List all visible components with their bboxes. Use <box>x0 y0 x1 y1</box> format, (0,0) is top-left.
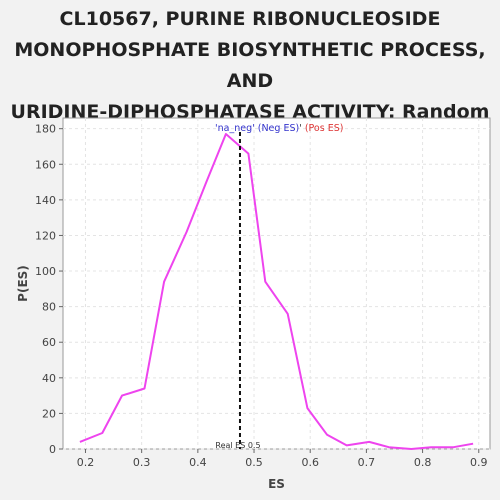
x-tick-label: 0.9 <box>470 456 488 469</box>
y-tick-label: 120 <box>35 229 56 242</box>
y-tick-label: 100 <box>35 265 56 278</box>
x-tick-label: 0.6 <box>301 456 319 469</box>
x-tick-label: 0.4 <box>189 456 207 469</box>
series-line <box>79 133 474 450</box>
legend-entry: (Pos ES) <box>302 123 344 134</box>
y-tick-label: 40 <box>42 372 56 385</box>
y-tick-label: 140 <box>35 194 56 207</box>
x-axis-title: ES <box>268 477 285 491</box>
x-tick-label: 0.8 <box>414 456 432 469</box>
legend-entry: ' <box>299 123 302 134</box>
y-tick-label: 180 <box>35 123 56 136</box>
y-tick-label: 80 <box>42 301 56 314</box>
x-tick-label: 0.3 <box>133 456 151 469</box>
y-tick-label: 160 <box>35 158 56 171</box>
y-tick-label: 0 <box>49 443 56 456</box>
chart-title-line: CL10567, PURINE RIBONUCLEOSIDE <box>59 8 441 30</box>
x-tick-label: 0.2 <box>77 456 95 469</box>
legend: 'na_neg' (Neg ES)' (Pos ES) <box>215 123 343 134</box>
x-tick-label: 0.7 <box>358 456 376 469</box>
plot-area <box>62 117 491 450</box>
legend-entry: 'na_neg' (Neg ES) <box>215 123 299 134</box>
real-es-label: Real ES 0.5 <box>215 441 260 450</box>
y-tick-label: 60 <box>42 336 56 349</box>
chart-title-line: MONOPHOSPHATE BIOSYNTHETIC PROCESS, AND <box>14 39 486 92</box>
x-tick-label: 0.5 <box>245 456 263 469</box>
y-axis-title: P(ES) <box>16 265 30 302</box>
y-tick-label: 20 <box>42 407 56 420</box>
